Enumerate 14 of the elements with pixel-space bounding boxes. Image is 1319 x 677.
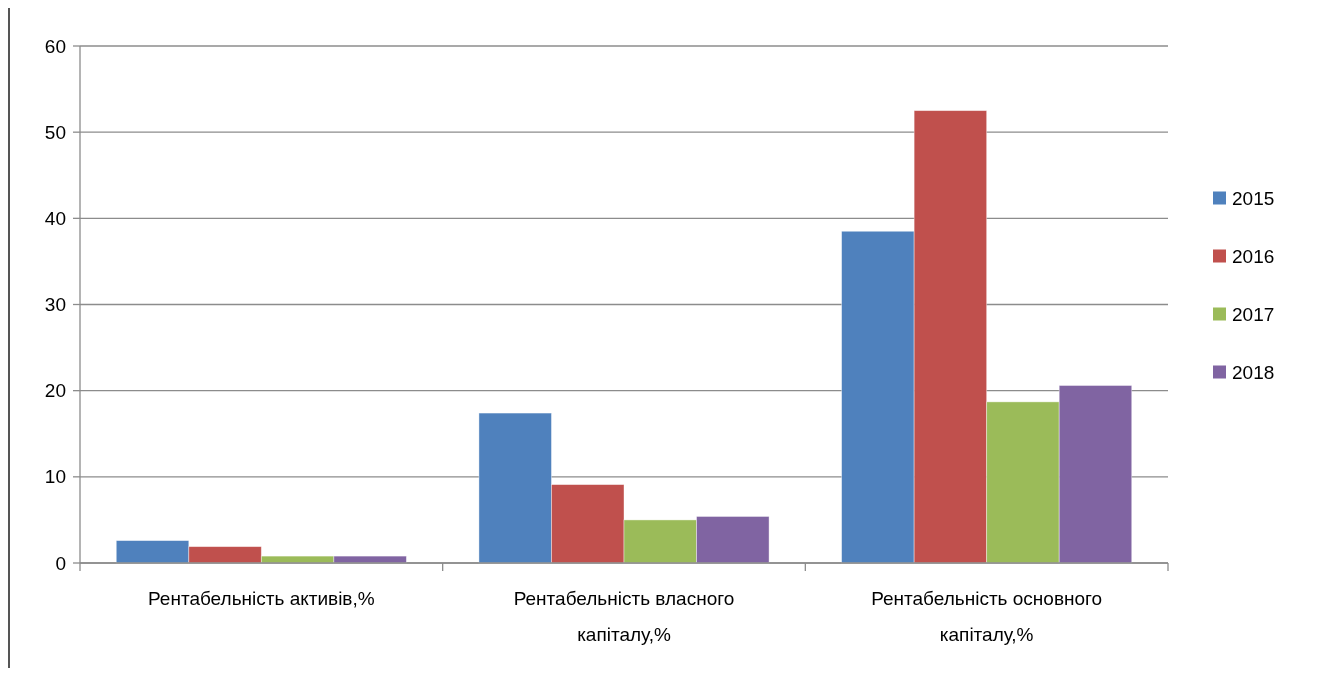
y-tick-label: 20 [44,380,66,402]
legend-label: 2018 [1232,362,1275,384]
x-tick-label: Рентабельність активів,% [148,588,375,609]
legend-label: 2016 [1232,246,1275,268]
legend-label: 2015 [1232,188,1275,210]
y-tick-label: 10 [44,466,66,488]
y-tick-label: 30 [44,294,66,316]
legend-label: 2017 [1232,304,1275,326]
x-tick-label: Рентабельність основного капіталу,% [871,588,1103,645]
x-tick-label: Рентабельність власного капіталу,% [513,588,735,645]
y-tick-label: 50 [44,121,66,143]
y-tick-label: 0 [55,552,66,574]
y-tick-label: 40 [44,207,66,229]
y-tick-label: 60 [44,35,66,57]
